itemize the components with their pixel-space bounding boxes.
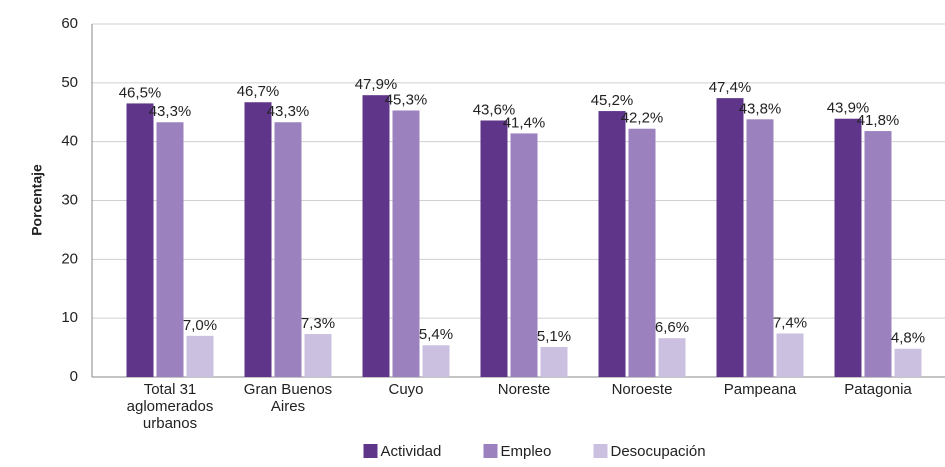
data-label: 47,9%	[355, 76, 398, 93]
bar	[244, 102, 272, 377]
y-tick-label: 60	[61, 15, 78, 32]
data-label: 43,6%	[473, 101, 516, 118]
y-tick-label: 40	[61, 133, 78, 150]
data-label: 47,4%	[709, 79, 752, 96]
bar	[864, 131, 892, 377]
bar	[480, 120, 508, 377]
data-label: 45,2%	[591, 92, 634, 109]
data-label: 5,4%	[419, 326, 453, 343]
bar	[392, 110, 420, 378]
x-tick-label: Cuyo	[388, 381, 424, 398]
x-tick-label: Noreste	[497, 381, 551, 398]
bar	[658, 338, 686, 377]
data-label: 41,4%	[503, 114, 546, 131]
x-tick-label: Noroeste	[611, 381, 673, 398]
bar	[422, 345, 450, 377]
bar	[894, 348, 922, 377]
x-tick-label: Pampeana	[723, 381, 797, 398]
y-tick-label: 10	[61, 309, 78, 326]
bar	[126, 103, 154, 378]
bar	[274, 122, 302, 377]
bar	[716, 98, 744, 377]
bar	[510, 133, 538, 377]
data-label: 46,5%	[119, 84, 162, 101]
data-label: 4,8%	[891, 330, 925, 347]
data-label: 6,6%	[655, 319, 689, 336]
legend-label: Actividad	[381, 443, 442, 460]
bar	[186, 335, 214, 377]
data-label: 7,4%	[773, 314, 807, 331]
data-label: 42,2%	[621, 110, 664, 127]
data-label: 41,8%	[857, 112, 900, 129]
data-label: 43,3%	[267, 103, 310, 120]
data-label: 43,9%	[827, 100, 870, 117]
x-tick-label-box: Noreste	[497, 381, 551, 398]
data-label: 5,1%	[537, 328, 571, 345]
x-tick-label-box: Gran Buenos Aires	[243, 381, 333, 415]
bar	[304, 334, 332, 377]
x-tick-label-box: Patagonia	[844, 381, 912, 398]
x-tick-label: Gran Buenos Aires	[243, 381, 333, 415]
x-tick-label: Total 31 aglomerados urbanos	[126, 381, 214, 432]
legend-label: Empleo	[501, 443, 552, 460]
legend-swatch	[593, 444, 608, 458]
y-tick-label: 0	[70, 368, 78, 385]
y-axis-label: Porcentaje	[29, 164, 45, 236]
x-tick-label-box: Cuyo	[388, 381, 424, 398]
data-label: 43,3%	[149, 103, 192, 120]
y-tick-label: 20	[61, 250, 78, 267]
bar	[776, 333, 804, 377]
legend-swatch	[483, 444, 498, 458]
x-tick-label-box: Pampeana	[723, 381, 797, 398]
bar	[746, 119, 774, 377]
x-tick-label-box: Noroeste	[611, 381, 673, 398]
bar	[156, 122, 184, 377]
bar	[540, 346, 568, 377]
legend-label: Desocupación	[611, 443, 706, 460]
bar	[362, 95, 390, 378]
bar	[834, 118, 862, 377]
x-tick-label: Patagonia	[844, 381, 912, 398]
data-label: 45,3%	[385, 91, 428, 108]
bar	[628, 128, 656, 377]
data-label: 7,0%	[183, 317, 217, 334]
x-tick-label-box: Total 31 aglomerados urbanos	[126, 381, 214, 432]
data-label: 43,8%	[739, 100, 782, 117]
bar	[598, 111, 626, 377]
legend-swatch	[363, 444, 378, 458]
data-label: 46,7%	[237, 83, 280, 100]
y-tick-label: 30	[61, 191, 78, 208]
y-tick-label: 50	[61, 74, 78, 91]
data-label: 7,3%	[301, 315, 335, 332]
